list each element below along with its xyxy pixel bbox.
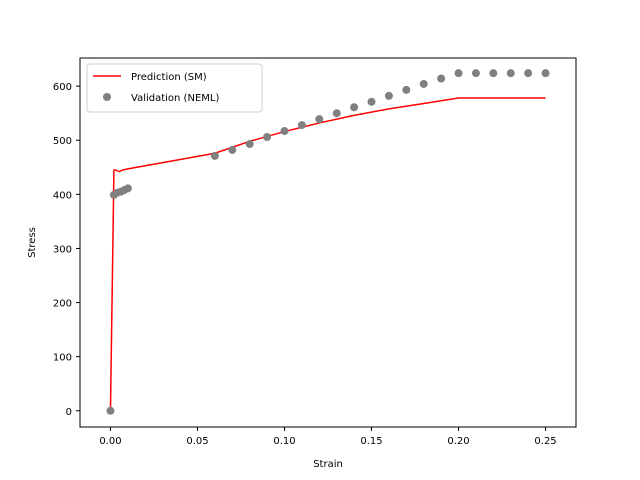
y-tick-label: 200: [53, 299, 72, 310]
scatter-point: [367, 97, 376, 106]
y-tick-label: 600: [53, 82, 72, 93]
scatter-point: [437, 74, 446, 83]
y-axis-label: Stress: [27, 227, 38, 258]
scatter-point: [350, 103, 359, 112]
scatter-point: [315, 115, 324, 124]
scatter-point: [263, 132, 272, 141]
scatter-point: [454, 69, 463, 78]
x-tick-label: 0.00: [99, 436, 121, 447]
legend-marker-swatch: [103, 93, 111, 101]
y-tick-label: 500: [53, 136, 72, 147]
legend-box: [86, 63, 263, 113]
scatter-point: [210, 151, 219, 160]
scatter-point: [419, 79, 428, 88]
y-tick-label: 300: [53, 244, 72, 255]
y-tick-label: 400: [53, 190, 72, 201]
x-tick-label: 0.20: [447, 436, 469, 447]
x-axis-label: Strain: [313, 459, 343, 470]
scatter-point: [280, 127, 289, 136]
x-tick-label: 0.15: [360, 436, 382, 447]
scatter-point: [402, 85, 411, 94]
scatter-point: [106, 406, 115, 415]
scatter-point: [332, 109, 341, 118]
x-tick-label: 0.10: [273, 436, 295, 447]
scatter-point: [541, 69, 550, 78]
scatter-point: [524, 69, 533, 78]
y-tick-label: 100: [53, 353, 72, 364]
scatter-point: [489, 69, 498, 78]
x-tick-label: 0.05: [186, 436, 208, 447]
legend-entry-validation: Validation (NEML): [131, 93, 219, 104]
plot-area: [106, 69, 550, 415]
axes-frame: [79, 57, 577, 428]
scatter-point: [123, 184, 132, 193]
legend-entry-prediction: Prediction (SM): [131, 72, 207, 83]
scatter-point: [471, 69, 480, 78]
scatter-point: [506, 69, 515, 78]
scatter-point: [228, 145, 237, 154]
scatter-point: [384, 91, 393, 100]
scatter-point: [297, 121, 306, 130]
legend: Prediction (SM) Validation (NEML): [86, 63, 263, 113]
y-tick-label: 0: [66, 407, 72, 418]
axes: 0.00 0.05 0.10 0.15 0.20 0.25 0 100 200 300 400 500…: [53, 57, 577, 447]
x-tick-label: 0.25: [534, 436, 556, 447]
scatter-point: [245, 140, 254, 149]
